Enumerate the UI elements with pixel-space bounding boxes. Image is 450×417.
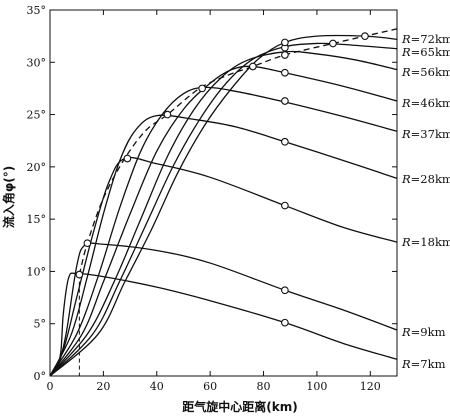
- curve-label-r-28km: R=28km: [401, 172, 450, 186]
- plot-frame: [49, 9, 398, 377]
- curve-label-r-37km: R=37km: [401, 127, 450, 141]
- y-tick-label: 15°: [27, 213, 47, 226]
- x-tick-label: 80: [257, 380, 271, 393]
- series-line-r-37km: [49, 86, 398, 377]
- circle-marker: [361, 32, 369, 40]
- circle-marker: [281, 38, 289, 47]
- circle-marker: [281, 286, 289, 295]
- curve-labels-group: R=7km R=9km R=18km R=28km R=37km R=46km R=56km…: [401, 32, 450, 371]
- y-tick-label: 0°: [34, 370, 47, 383]
- circle-marker: [281, 137, 289, 146]
- series-line-r-18km: [49, 156, 398, 377]
- y-axis-title: 流入角φ(°): [1, 166, 16, 228]
- circle-marker: [281, 68, 289, 77]
- y-tick-label: 5°: [34, 318, 47, 331]
- circle-marker: [249, 62, 257, 71]
- circle-marker: [75, 270, 84, 279]
- dashed-envelope-group: [78, 28, 398, 376]
- circle-marker: [281, 97, 289, 105]
- curves-group: [49, 34, 398, 377]
- x-tick-label: 120: [360, 380, 381, 393]
- circle-marker: [123, 154, 132, 163]
- y-tick-label: 20°: [27, 161, 47, 174]
- curve-label-r-72km: R=72km: [401, 32, 450, 46]
- x-axis-title: 距气旋中心距离(km): [182, 399, 297, 414]
- series-line-r-7km: [49, 272, 398, 377]
- y-tick-label: 35°: [27, 4, 47, 17]
- curve-label-r-46km: R=46km: [401, 96, 450, 110]
- y-tick-label: 30°: [27, 56, 47, 69]
- x-tick-label: 40: [150, 380, 164, 393]
- curve-label-r-9km: R=9km: [401, 325, 446, 339]
- plot-border: [49, 9, 398, 377]
- x-tick-label: 60: [203, 380, 217, 393]
- circle-marker: [281, 318, 289, 327]
- circle-marker: [163, 110, 172, 119]
- x-tick-label: 20: [96, 380, 110, 393]
- series-line-r-28km: [49, 114, 398, 377]
- circle-marker: [83, 239, 92, 248]
- curve-label-r-65km: R=65km: [401, 45, 450, 59]
- y-tick-label: 25°: [27, 109, 47, 122]
- curve-label-r-7km: R=7km: [401, 357, 446, 371]
- y-tick-label: 10°: [27, 265, 47, 278]
- curve-label-r-18km: R=18km: [401, 235, 450, 249]
- circle-marker: [281, 51, 289, 59]
- series-line-r-72km: [49, 34, 398, 377]
- circle-markers-group: [75, 32, 369, 327]
- circle-marker: [281, 201, 289, 210]
- curve-label-r-56km: R=56km: [401, 65, 450, 79]
- series-line-r-56km: [49, 50, 398, 377]
- series-line-r-65km: [49, 42, 398, 377]
- circle-marker: [198, 84, 206, 93]
- axis-ticks-group: 0 20 40 60 80 100 120 0° 5° 10° 15° 20° 25° 30° 35°: [27, 4, 397, 393]
- circle-marker: [329, 39, 337, 48]
- x-tick-label: 0: [47, 380, 54, 393]
- x-tick-label: 100: [306, 380, 327, 393]
- dashed-envelope-line: [78, 28, 398, 275]
- series-line-r-9km: [49, 242, 398, 377]
